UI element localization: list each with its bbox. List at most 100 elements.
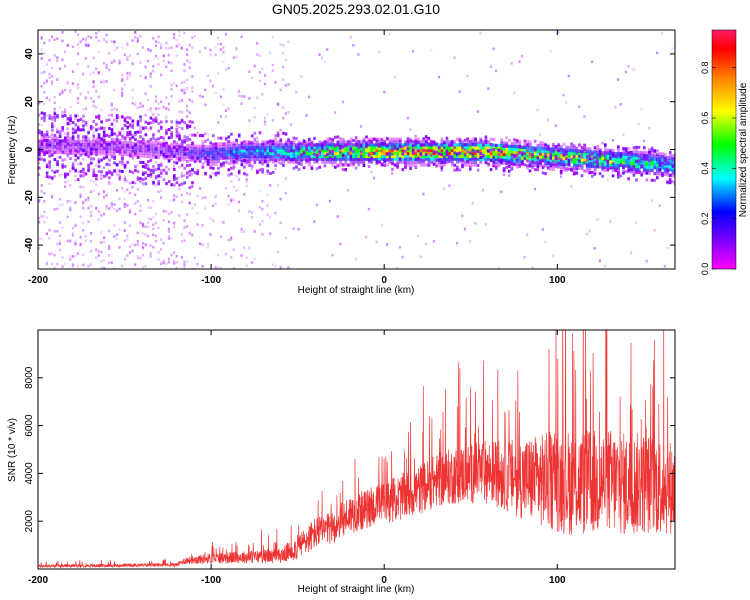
heatmap-cell — [334, 146, 337, 150]
heatmap-noise-cell — [554, 124, 557, 127]
heatmap-noise-cell — [227, 203, 230, 206]
heatmap-cell — [648, 165, 652, 169]
heatmap-noise-cell — [134, 144, 137, 147]
heatmap-cell — [500, 147, 504, 151]
heatmap-cell — [154, 149, 158, 154]
heatmap-cell — [186, 171, 189, 175]
heatmap-noise-cell — [170, 253, 173, 257]
heatmap-cell — [56, 115, 59, 119]
heatmap-cell — [508, 147, 511, 151]
heatmap-noise-cell — [115, 170, 119, 174]
heatmap-cell — [360, 140, 363, 144]
heatmap-cell — [105, 118, 109, 122]
heatmap-noise-cell — [51, 35, 54, 39]
heatmap-cell — [152, 149, 156, 153]
heatmap-cell — [92, 173, 96, 177]
heatmap-noise-cell — [76, 52, 80, 56]
heatmap-cell — [178, 149, 182, 153]
heatmap-cell — [489, 137, 493, 141]
heatmap-cell — [263, 140, 267, 144]
heatmap-cell — [414, 141, 418, 145]
heatmap-cell — [76, 137, 80, 141]
heatmap-cell — [128, 147, 132, 151]
heatmap-noise-cell — [82, 263, 85, 267]
heatmap-noise-cell — [152, 216, 155, 219]
heatmap-noise-cell — [121, 137, 124, 140]
heatmap-cell — [567, 151, 571, 155]
heatmap-cell — [79, 140, 83, 144]
heatmap-cell — [162, 150, 166, 154]
heatmap-cell — [432, 160, 436, 164]
heatmap-cell — [212, 166, 215, 170]
heatmap-cell — [256, 170, 259, 174]
heatmap-noise-cell — [378, 50, 381, 54]
heatmap-noise-cell — [97, 30, 100, 33]
heatmap-noise-cell — [256, 168, 259, 172]
heatmap-noise-cell — [152, 223, 155, 226]
heatmap-cell — [87, 164, 90, 168]
heatmap-cell — [422, 148, 425, 152]
heatmap-cell — [598, 148, 602, 152]
heatmap-cell — [162, 178, 166, 182]
heatmap-cell — [279, 161, 283, 165]
heatmap-cell — [440, 161, 444, 164]
heatmap-noise-cell — [157, 113, 160, 117]
heatmap-noise-cell — [100, 250, 103, 254]
heatmap-y-axis-label: Frequency (Hz) — [7, 116, 18, 185]
heatmap-cell — [578, 152, 581, 156]
heatmap-cell — [385, 149, 389, 153]
heatmap-noise-cell — [263, 142, 267, 146]
heatmap-noise-cell — [224, 187, 228, 190]
heatmap-cell — [69, 151, 72, 155]
heatmap-noise-cell — [513, 91, 516, 94]
heatmap-noise-cell — [40, 71, 43, 75]
heatmap-cell — [372, 157, 376, 161]
heatmap-noise-cell — [108, 133, 111, 137]
heatmap-cell — [476, 157, 480, 161]
heatmap-cell — [115, 134, 119, 138]
heatmap-cell — [191, 150, 195, 154]
heatmap-noise-cell — [58, 234, 61, 237]
heatmap-cell — [479, 156, 482, 159]
heatmap-cell — [643, 162, 646, 166]
heatmap-cell — [84, 150, 88, 154]
heatmap-cell — [287, 151, 291, 156]
heatmap-cell — [526, 157, 529, 161]
heatmap-noise-cell — [100, 241, 103, 244]
heatmap-cell — [505, 141, 509, 145]
heatmap-cell — [230, 141, 233, 145]
heatmap-noise-cell — [45, 80, 48, 84]
heatmap-cell — [430, 151, 433, 156]
heatmap-noise-cell — [48, 161, 51, 164]
heatmap-cell — [656, 149, 659, 153]
heatmap-noise-cell — [661, 31, 664, 35]
heatmap-cell — [417, 140, 420, 144]
heatmap-cell — [118, 132, 122, 136]
heatmap-cell — [162, 156, 166, 160]
heatmap-cell — [370, 156, 373, 160]
heatmap-cell — [305, 158, 308, 162]
heatmap-noise-cell — [118, 61, 121, 64]
heatmap-noise-cell — [134, 243, 137, 247]
heatmap-cell — [165, 145, 169, 149]
heatmap-cell — [274, 164, 277, 167]
heatmap-cell — [331, 154, 335, 158]
heatmap-cell — [611, 161, 615, 165]
heatmap-noise-cell — [126, 234, 129, 238]
heatmap-noise-cell — [175, 255, 178, 258]
heatmap-cell — [66, 142, 70, 146]
heatmap-cell — [186, 126, 189, 130]
heatmap-cell — [318, 140, 322, 144]
heatmap-cell — [258, 157, 262, 161]
heatmap-cell — [141, 154, 145, 158]
heatmap-cell — [518, 163, 521, 167]
heatmap-cell — [482, 140, 485, 144]
heatmap-cell — [495, 155, 498, 159]
heatmap-cell — [58, 151, 62, 155]
heatmap-cell — [245, 159, 249, 163]
heatmap-cell — [115, 144, 119, 148]
heatmap-cell — [69, 145, 73, 149]
heatmap-cell — [121, 144, 124, 148]
heatmap-cell — [572, 169, 576, 173]
heatmap-noise-cell — [170, 183, 173, 186]
